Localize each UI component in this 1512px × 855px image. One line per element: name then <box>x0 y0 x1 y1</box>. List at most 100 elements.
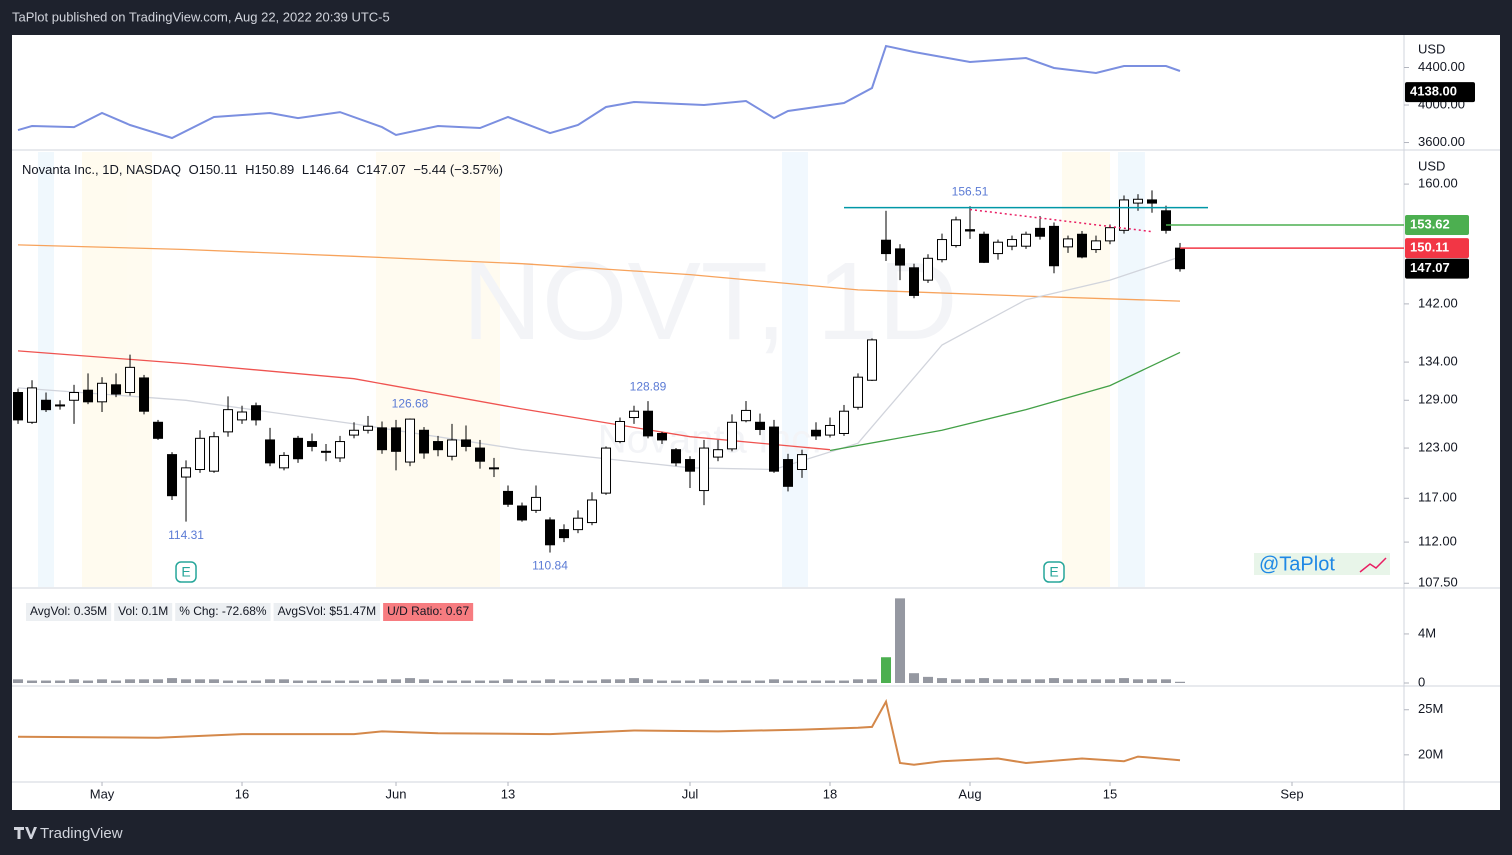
x-tick-label: Jul <box>682 786 699 801</box>
volume-bar <box>713 680 724 683</box>
volume-bar <box>97 679 108 683</box>
candle-body <box>195 437 206 471</box>
volume-bar <box>419 679 430 683</box>
volume-bar <box>741 680 752 683</box>
volume-bar <box>1077 679 1088 683</box>
volume-bar <box>251 680 262 683</box>
candle-body <box>125 366 136 394</box>
candle-body <box>615 420 626 443</box>
axis-unit: USD <box>1418 41 1445 56</box>
y-tick-label: 25M <box>1418 701 1443 716</box>
volume-bar <box>83 680 94 683</box>
volume-bar <box>755 680 766 683</box>
candle-body <box>853 376 864 408</box>
candle-body <box>531 496 542 511</box>
candle-body <box>377 427 388 451</box>
volume-bar <box>461 680 472 683</box>
candle-body <box>699 447 710 492</box>
candle-body <box>755 421 766 430</box>
candle-body <box>489 467 500 470</box>
candle-body <box>769 426 780 472</box>
volume-bar <box>895 598 906 683</box>
candle-body <box>475 447 486 462</box>
event-label: E <box>1049 564 1058 580</box>
candle-body <box>265 439 276 464</box>
volume-bar <box>881 657 892 683</box>
candle-body <box>209 436 220 472</box>
candle-body <box>1161 210 1172 231</box>
volume-bar <box>517 680 528 683</box>
y-tick-label: 0 <box>1418 674 1425 689</box>
candle-body <box>951 219 962 247</box>
candle-body <box>1077 233 1088 258</box>
price-label-box <box>1405 214 1469 235</box>
candle-body <box>27 387 38 423</box>
x-tick-label: 18 <box>823 786 837 801</box>
volume-bar <box>1133 679 1144 683</box>
candle-body <box>545 519 556 546</box>
candle-body <box>1091 240 1102 251</box>
volume-bar <box>965 679 976 683</box>
volume-bar <box>1007 679 1018 683</box>
stat-label: AvgVol: 0.35M <box>30 604 107 618</box>
legend-open: O150.11 <box>189 162 238 177</box>
candle-body <box>923 257 934 281</box>
volume-bar <box>1091 679 1102 683</box>
legend: Novanta Inc., 1D, NASDAQ O150.11 H150.89… <box>22 162 503 177</box>
candle-body <box>1021 233 1032 247</box>
volume-bar <box>335 680 346 683</box>
y-tick-label: 117.00 <box>1418 490 1457 505</box>
volume-bar <box>951 679 962 683</box>
legend-change: −5.44 (−3.57%) <box>413 162 503 177</box>
candle-body <box>993 241 1004 255</box>
watermark: NOVT, 1D <box>462 240 957 363</box>
volume-bar <box>1021 679 1032 683</box>
volume-bar <box>55 680 66 683</box>
candle-body <box>601 447 612 494</box>
event-marker <box>175 561 197 583</box>
volume-bar <box>139 679 150 683</box>
stat-label: % Chg: -72.68% <box>179 604 267 618</box>
volume-bar <box>223 680 234 683</box>
header-title: TaPlot published on TradingView.com, Aug… <box>12 9 390 24</box>
volume-bar <box>237 680 248 683</box>
candle-body <box>503 490 514 505</box>
y-tick-label: 142.00 <box>1418 295 1458 310</box>
volume-bar <box>531 680 542 683</box>
volume-bar <box>13 679 24 683</box>
volume-bar <box>979 678 990 683</box>
legend-close: C147.07 <box>357 162 406 177</box>
candle-body <box>307 441 318 447</box>
price-annotation: 128.89 <box>630 379 667 393</box>
candle-body <box>447 439 458 457</box>
volume-bar <box>909 673 920 683</box>
candle-body <box>587 499 598 524</box>
candle-body <box>139 377 150 412</box>
watermark: Novanta Inc. <box>598 418 823 462</box>
stat-box <box>383 603 474 621</box>
volume-bar <box>671 680 682 683</box>
volume-bar <box>475 680 486 683</box>
legend-low: L146.64 <box>302 162 349 177</box>
volume-bar <box>1063 679 1074 683</box>
candle-body <box>797 454 808 471</box>
volume-bar <box>839 680 850 683</box>
highlight <box>38 152 54 587</box>
volume-bar <box>811 680 822 683</box>
volume-bar <box>643 679 654 683</box>
candle-body <box>293 437 304 460</box>
candle-body <box>167 454 178 497</box>
y-tick-label: 107.50 <box>1418 575 1458 590</box>
volume-bar <box>587 680 598 683</box>
candle-body <box>811 429 822 437</box>
candle-body <box>713 449 724 458</box>
price-label-box <box>1405 258 1469 279</box>
candle-body <box>419 429 430 454</box>
volume-bar <box>195 679 206 683</box>
footer-logo <box>14 827 37 839</box>
price-label: 4138.00 <box>1410 84 1457 99</box>
volume-bar <box>573 680 584 683</box>
stat-label: U/D Ratio: 0.67 <box>387 604 469 618</box>
